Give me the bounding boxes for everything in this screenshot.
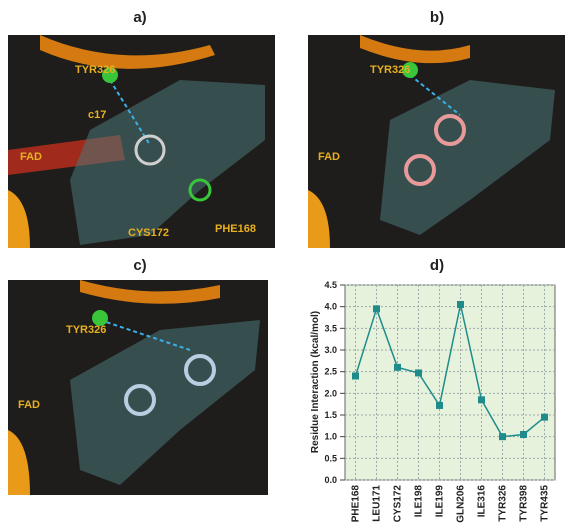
annotation: FAD xyxy=(18,399,40,411)
x-tick-label: TYR326 xyxy=(498,485,509,522)
y-axis-label: Residue Interaction (kcal/mol) xyxy=(310,311,321,453)
panel-label: a) xyxy=(133,9,146,26)
data-point xyxy=(520,431,527,438)
x-tick-label: ILE199 xyxy=(435,485,446,518)
data-point xyxy=(415,369,422,376)
y-tick-label: 2.5 xyxy=(324,367,337,377)
y-tick-label: 4.0 xyxy=(324,302,337,312)
panel-label: c) xyxy=(133,257,146,274)
y-tick-label: 4.5 xyxy=(324,280,337,290)
data-point xyxy=(541,414,548,421)
annotation: c17 xyxy=(88,109,106,121)
x-tick-label: CYS172 xyxy=(393,485,404,523)
data-point xyxy=(499,433,506,440)
panel-label: b) xyxy=(430,9,444,26)
chart-title: d) xyxy=(430,257,444,274)
annotation: PHE168 xyxy=(215,223,256,235)
annotation: TYR326 xyxy=(370,64,410,76)
y-tick-label: 0.0 xyxy=(324,475,337,485)
annotation: TYR326 xyxy=(75,64,115,76)
x-tick-label: PHE168 xyxy=(351,485,362,523)
x-tick-label: GLN206 xyxy=(456,485,467,523)
data-point xyxy=(478,396,485,403)
y-tick-label: 0.5 xyxy=(324,453,337,463)
x-tick-label: ILE198 xyxy=(414,485,425,518)
x-tick-label: ILE316 xyxy=(477,485,488,518)
y-tick-label: 3.0 xyxy=(324,345,337,355)
data-point xyxy=(436,402,443,409)
y-tick-label: 3.5 xyxy=(324,323,337,333)
molecule-view xyxy=(8,280,268,495)
data-point xyxy=(457,301,464,308)
annotation: TYR326 xyxy=(66,324,106,336)
molecule-view xyxy=(308,35,565,248)
page: a) TYR326 c17 FAD CYS172 PHE168 b) TYR32… xyxy=(0,0,570,525)
x-tick-label: LEU171 xyxy=(372,485,383,522)
data-point xyxy=(394,364,401,371)
figure: a) TYR326 c17 FAD CYS172 PHE168 b) TYR32… xyxy=(0,0,570,525)
x-tick-label: TYR435 xyxy=(540,485,551,522)
data-point xyxy=(373,305,380,312)
x-tick-label: TYR398 xyxy=(519,485,530,522)
annotation: CYS172 xyxy=(128,227,169,239)
annotation: FAD xyxy=(20,151,42,163)
y-tick-label: 1.5 xyxy=(324,410,337,420)
annotation: FAD xyxy=(318,151,340,163)
molecule-view xyxy=(8,35,275,248)
data-point xyxy=(352,373,359,380)
y-tick-label: 2.0 xyxy=(324,388,337,398)
y-tick-label: 1.0 xyxy=(324,432,337,442)
